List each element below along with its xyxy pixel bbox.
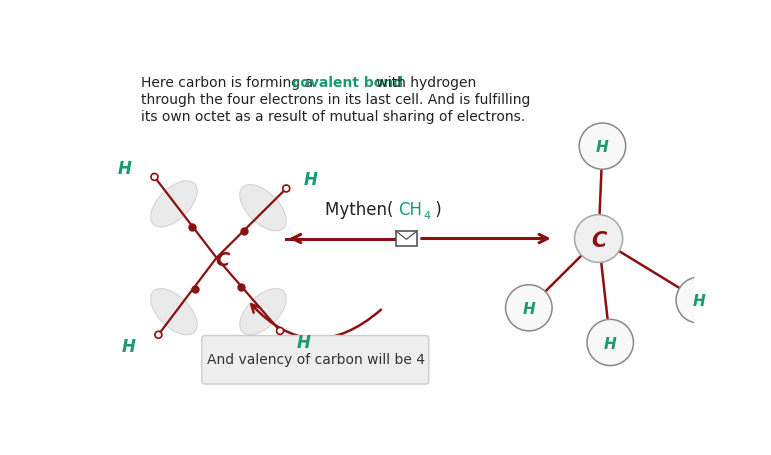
Ellipse shape	[574, 215, 623, 263]
Ellipse shape	[240, 289, 286, 335]
Text: C: C	[591, 231, 606, 251]
Ellipse shape	[676, 278, 722, 324]
Text: H: H	[596, 140, 609, 155]
FancyBboxPatch shape	[396, 231, 417, 247]
Ellipse shape	[155, 332, 162, 339]
Text: its own octet as a result of mutual sharing of electrons.: its own octet as a result of mutual shar…	[141, 110, 526, 124]
Text: through the four electrons in its last cell. And is fulfilling: through the four electrons in its last c…	[141, 93, 530, 107]
Text: H: H	[604, 336, 617, 351]
Text: H: H	[118, 159, 132, 177]
Ellipse shape	[587, 320, 634, 366]
Text: ): )	[429, 201, 441, 219]
Text: 4: 4	[423, 211, 430, 221]
FancyBboxPatch shape	[202, 336, 429, 384]
Text: Here carbon is forming a: Here carbon is forming a	[141, 76, 318, 90]
Text: H: H	[121, 337, 135, 355]
Ellipse shape	[240, 185, 286, 231]
Text: with hydrogen: with hydrogen	[372, 76, 476, 90]
Text: H: H	[523, 301, 535, 316]
Ellipse shape	[277, 328, 284, 334]
Ellipse shape	[150, 289, 197, 335]
Text: covalent bond: covalent bond	[292, 76, 403, 90]
Text: H: H	[693, 294, 705, 308]
Text: C: C	[216, 250, 230, 269]
Text: H: H	[296, 334, 310, 352]
Ellipse shape	[579, 124, 626, 170]
Ellipse shape	[506, 285, 552, 331]
Ellipse shape	[283, 186, 290, 192]
Text: And valency of carbon will be 4: And valency of carbon will be 4	[207, 353, 425, 367]
Ellipse shape	[150, 182, 197, 228]
Text: H: H	[304, 171, 318, 189]
Text: CH: CH	[399, 201, 423, 219]
Text: Mythen(: Mythen(	[325, 201, 399, 219]
Ellipse shape	[151, 174, 158, 181]
